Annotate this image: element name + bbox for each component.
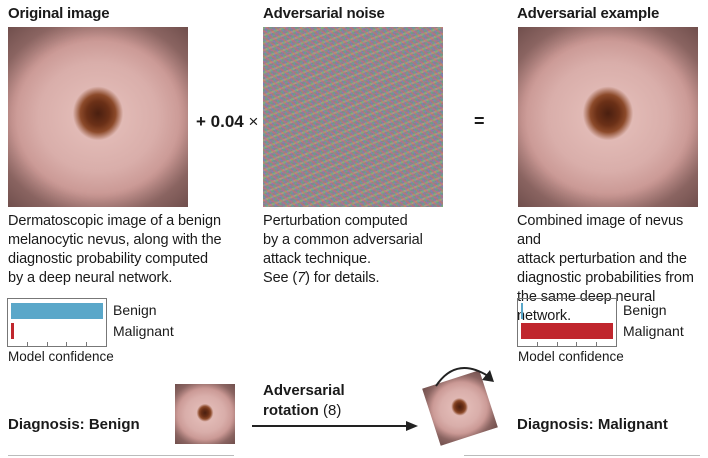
caption-line: by a deep neural network. [8,270,173,286]
axis-tick [596,342,597,347]
caption-line: melanocytic nevus, along with the [8,232,222,248]
original-caption: Dermatoscopic image of a benign melanocy… [8,212,248,288]
bottom-rule-left [8,455,234,456]
reference-8: (8) [323,402,342,419]
benign-label: Benign [113,302,157,318]
arrow-head [406,421,418,431]
caption-line: See (7) for details. [263,269,473,288]
noise-coefficient: + 0.04 × [196,112,258,132]
caption-line: Perturbation computed [263,213,408,229]
noise-caption: Perturbation computed by a common advers… [263,212,473,288]
malignant-label: Malignant [623,323,684,339]
axis-tick [47,342,48,347]
caption-line: by a common adversarial [263,232,423,248]
adversarial-example-image [518,27,698,207]
diagnosis-benign: Diagnosis: Benign [8,416,140,433]
caption-line: the same deep neural network. [517,289,656,324]
times-sign: × [248,112,259,131]
adversarial-example-title: Adversarial example [517,5,660,22]
caption-line: Dermatoscopic image of a benign [8,213,221,229]
model-confidence-label: Model confidence [518,349,624,364]
caption-line: diagnostic probabilities from [517,270,694,286]
axis-tick [27,342,28,347]
caption-line: attack perturbation and the [517,251,687,267]
benign-bar [11,303,103,319]
adversarial-confidence-chart [517,298,617,347]
original-nevus-image [8,27,188,207]
curved-arrow-path [435,367,489,387]
adversarial-rotation-label: Adversarial rotation (8) [263,381,345,421]
see-suffix: ) for details. [305,270,380,286]
rotation-title: Adversarial [263,382,345,399]
malignant-label: Malignant [113,323,174,339]
benign-label: Benign [623,302,667,318]
caption-line: attack technique. [263,251,371,267]
adversarial-caption: Combined image of nevus and attack pertu… [517,212,707,326]
axis-tick [576,342,577,347]
rotation-arrow [252,421,418,431]
axis-tick [557,342,558,347]
equals-sign: = [474,111,485,131]
original-image-title: Original image [8,5,110,22]
axis-tick [66,342,67,347]
curved-arrow-head [482,370,494,382]
reference-7: 7 [297,270,306,286]
see-prefix: See ( [263,270,298,286]
coefficient-value: + 0.04 [196,112,244,131]
bottom-rule-right [464,455,700,456]
diagnosis-malignant: Diagnosis: Malignant [517,416,668,433]
model-confidence-label: Model confidence [8,349,114,364]
curved-rotation-arrow [435,367,494,387]
malignant-bar [11,323,14,339]
adversarial-noise-title: Adversarial noise [263,5,385,22]
caption-line: Combined image of nevus and [517,213,684,248]
caption-line: diagnostic probability computed [8,251,209,267]
adversarial-noise-image [263,27,443,207]
original-confidence-chart [7,298,107,347]
small-nevus-image [175,384,235,444]
benign-bar [521,303,523,319]
axis-tick [537,342,538,347]
rotation-word: rotation [263,402,319,419]
malignant-bar [521,323,613,339]
axis-tick [86,342,87,347]
